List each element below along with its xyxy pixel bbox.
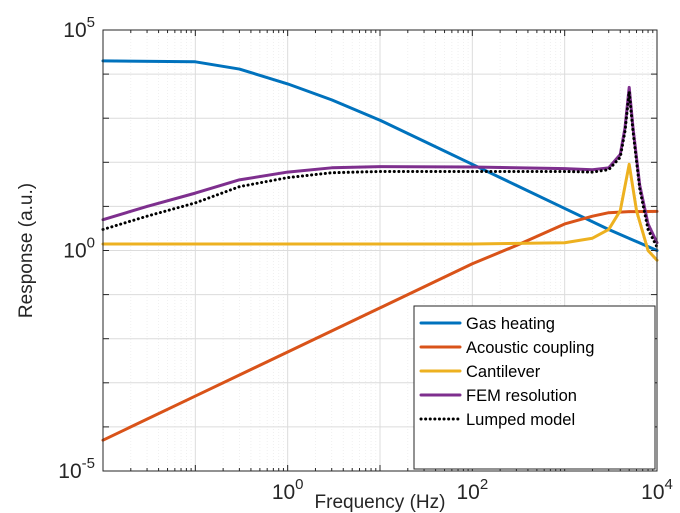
x-tick-label-base: 10	[456, 481, 479, 504]
y-tick-label-base: 10	[58, 460, 81, 483]
legend-label: FEM resolution	[466, 387, 577, 405]
x-tick-label: 102	[456, 476, 488, 504]
x-tick-label-exponent: 0	[295, 476, 303, 493]
y-tick-label: 10-5	[58, 455, 95, 483]
y-tick-label-base: 10	[63, 19, 86, 42]
y-axis-label: Response (a.u.)	[16, 183, 37, 318]
legend-label: Gas heating	[466, 315, 555, 333]
x-tick-label-base: 10	[272, 481, 295, 504]
x-tick-label-exponent: 4	[665, 476, 673, 493]
legend: Gas heating Acoustic coupling Cantilever FE…	[413, 305, 656, 470]
legend-box	[413, 305, 656, 470]
y-tick-label-exponent: 5	[87, 14, 95, 31]
x-tick-label: 100	[272, 476, 304, 504]
series-line-lumped-model	[101, 90, 659, 249]
y-tick-label: 100	[63, 235, 95, 263]
x-axis-label: Frequency (Hz)	[315, 492, 446, 513]
y-tick-label-exponent: 0	[87, 235, 95, 252]
y-tick-label-exponent: -5	[82, 455, 95, 472]
series-line-gas-heating	[101, 59, 659, 252]
x-tick-label-base: 10	[641, 481, 664, 504]
series-line-acoustic-coupling	[101, 209, 659, 442]
x-tick-label-exponent: 2	[480, 476, 488, 493]
x-tick-label: 104	[641, 476, 673, 504]
legend-entries: Gas heating Acoustic coupling Cantilever FE…	[419, 315, 594, 429]
legend-label: Lumped model	[466, 411, 575, 429]
legend-label: Cantilever	[466, 363, 541, 381]
series-lines	[101, 59, 659, 442]
y-tick-label-base: 10	[63, 240, 86, 263]
y-tick-label: 105	[63, 14, 95, 42]
legend-label: Acoustic coupling	[466, 339, 594, 357]
series-line-cantilever	[101, 162, 659, 262]
